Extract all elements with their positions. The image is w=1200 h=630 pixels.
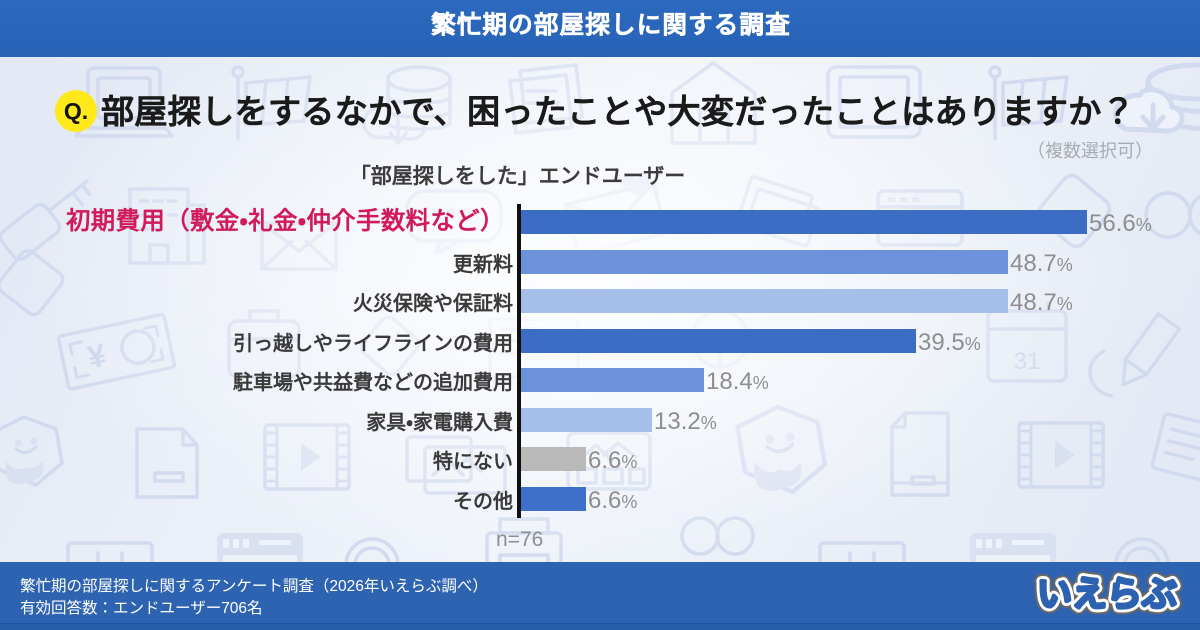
svg-text:いえらぶ: いえらぶ: [1037, 575, 1177, 614]
svg-text:いえらぶ: いえらぶ: [1037, 575, 1177, 614]
svg-text:いえらぶ: いえらぶ: [1037, 575, 1177, 614]
